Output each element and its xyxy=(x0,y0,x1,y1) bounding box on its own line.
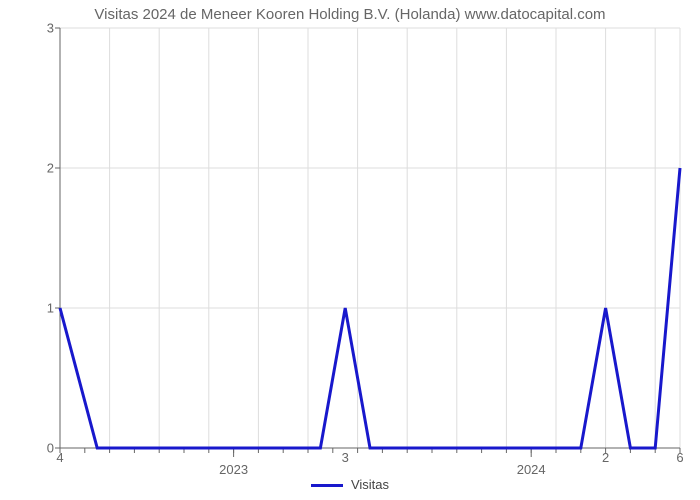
chart-legend: Visitas xyxy=(0,477,700,492)
y-tick-label: 1 xyxy=(47,301,54,316)
x-corner-label: 6 xyxy=(676,450,683,465)
x-major-tick-label: 2023 xyxy=(219,462,248,477)
legend-label: Visitas xyxy=(351,477,389,492)
chart-plot xyxy=(60,28,680,448)
x-major-tick-label: 2024 xyxy=(517,462,546,477)
chart-container: Visitas 2024 de Meneer Kooren Holding B.… xyxy=(0,0,700,500)
y-tick-label: 0 xyxy=(47,441,54,456)
legend-swatch xyxy=(311,484,343,487)
y-tick-label: 3 xyxy=(47,21,54,36)
x-corner-label: 3 xyxy=(342,450,349,465)
chart-title: Visitas 2024 de Meneer Kooren Holding B.… xyxy=(0,0,700,23)
x-corner-label: 2 xyxy=(602,450,609,465)
x-corner-label: 4 xyxy=(56,450,63,465)
y-tick-label: 2 xyxy=(47,161,54,176)
